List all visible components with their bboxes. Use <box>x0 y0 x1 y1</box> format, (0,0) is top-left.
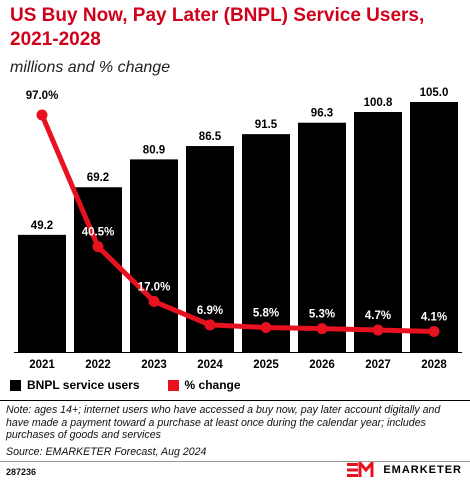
legend-item-bar: BNPL service users <box>10 378 140 392</box>
bar <box>354 112 402 352</box>
line-value-label: 4.7% <box>365 310 391 322</box>
line-value-label: 5.8% <box>253 307 279 319</box>
footer-divider-bottom <box>0 461 470 462</box>
brand: EMARKETER <box>347 462 462 478</box>
footer-source: Source: EMARKETER Forecast, Aug 2024 <box>6 446 207 458</box>
bar-value-label: 69.2 <box>87 172 109 184</box>
line-value-label: 97.0% <box>26 90 59 102</box>
chart-subtitle: millions and % change <box>10 59 171 76</box>
x-tick-label: 2023 <box>141 359 167 371</box>
chart-title: US Buy Now, Pay Later (BNPL) Service Use… <box>10 5 425 50</box>
line-point <box>92 241 104 253</box>
bar-value-label: 100.8 <box>364 97 393 109</box>
line-point <box>260 321 272 333</box>
legend-label-line: % change <box>184 378 241 392</box>
line-point <box>372 324 384 336</box>
legend-item-line: % change <box>167 378 241 392</box>
bar <box>130 159 178 352</box>
chart-id: 287236 <box>6 467 37 477</box>
legend-swatch-line <box>167 379 179 391</box>
legend-label-bar: BNPL service users <box>27 378 140 392</box>
bar-value-label: 91.5 <box>255 119 278 131</box>
line-value-label: 6.9% <box>197 305 223 317</box>
x-tick-label: 2025 <box>253 359 279 371</box>
line-value-label: 40.5% <box>82 227 115 239</box>
x-tick-label: 2027 <box>365 359 391 371</box>
bar-value-label: 96.3 <box>311 108 333 120</box>
bar <box>298 122 346 352</box>
line-point <box>428 325 440 337</box>
line-value-label: 17.0% <box>138 281 171 293</box>
chart-area: 49.2 69.2 80.9 86.5 91.5 96.3 100.8 105.0 2021 20… <box>14 87 462 371</box>
legend: BNPL service users % change <box>10 377 269 393</box>
bar <box>410 102 458 352</box>
line-value-label: 5.3% <box>309 309 335 321</box>
bar <box>18 234 66 352</box>
bar-value-label: 80.9 <box>143 144 165 156</box>
x-tick-label: 2022 <box>85 359 111 371</box>
line-series <box>39 112 437 334</box>
x-tick-label: 2024 <box>197 359 223 371</box>
x-tick-label: 2026 <box>309 359 335 371</box>
x-tick-label: 2028 <box>421 359 447 371</box>
brand-name: EMARKETER <box>383 464 462 476</box>
line-point <box>204 319 216 331</box>
legend-swatch-bar <box>10 379 21 391</box>
bar-value-label: 49.2 <box>31 220 53 232</box>
bar-value-label: 86.5 <box>199 131 222 143</box>
bar <box>242 134 290 352</box>
line-point <box>36 109 48 121</box>
line-value-label: 4.1% <box>421 311 447 323</box>
emarketer-logo-icon <box>347 462 374 477</box>
x-tick-label: 2021 <box>29 359 55 371</box>
footer-divider <box>0 400 470 401</box>
footer-note: Note: ages 14+; internet users who have … <box>6 404 441 441</box>
line-point <box>148 295 160 307</box>
bar-value-label: 105.0 <box>420 87 449 99</box>
line-point <box>316 323 328 335</box>
